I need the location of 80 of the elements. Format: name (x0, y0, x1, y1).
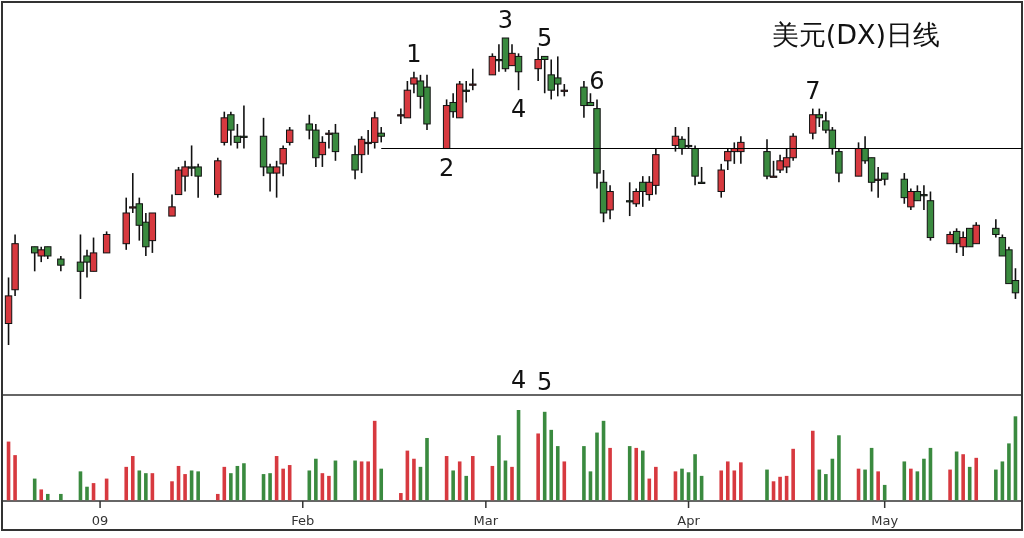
annotation: 7 (805, 76, 821, 105)
bar (863, 469, 867, 501)
bar (268, 473, 272, 501)
candlestick (168, 193, 176, 217)
bar (739, 462, 743, 501)
bar (778, 476, 782, 501)
x-tick-label: Apr (677, 513, 701, 528)
bar (144, 473, 148, 501)
bar (555, 446, 560, 501)
bar (85, 486, 89, 501)
bar (170, 481, 174, 501)
bar (810, 430, 815, 501)
annotation: 5 (537, 367, 553, 396)
bar (510, 466, 514, 501)
bar (183, 474, 187, 501)
bar (536, 433, 540, 501)
bar (425, 437, 429, 501)
x-tick-label: May (871, 513, 899, 528)
bar (353, 460, 357, 501)
bar (876, 471, 880, 501)
bar (45, 493, 50, 501)
candlestick (102, 230, 111, 254)
annotation: 6 (589, 67, 605, 96)
bar (640, 450, 645, 501)
annotation: 5 (537, 24, 553, 53)
x-tick-label: 09 (91, 513, 109, 528)
bar (1007, 443, 1011, 501)
bar (961, 454, 965, 501)
bar (634, 447, 639, 501)
bar (39, 489, 44, 501)
candlestick (835, 147, 843, 184)
bar (725, 461, 730, 501)
candlestick (717, 163, 725, 199)
annotation: 3 (497, 6, 514, 34)
bar (922, 458, 926, 501)
bar (464, 475, 469, 501)
chart-title: 美元(DX)日线 (771, 19, 940, 50)
bar (719, 470, 724, 501)
bar (399, 493, 403, 501)
bar (366, 461, 370, 501)
bar (124, 466, 129, 501)
bar (595, 432, 599, 501)
bar (974, 457, 979, 501)
bar (680, 468, 684, 501)
bar (130, 456, 135, 501)
bar (327, 475, 331, 501)
bar (229, 473, 233, 501)
bar (693, 454, 697, 501)
bar (994, 469, 998, 501)
bar (451, 470, 455, 501)
bar (837, 435, 841, 501)
bar (608, 447, 612, 501)
x-tick-label: Feb (291, 513, 315, 528)
bar (281, 468, 285, 501)
bar (215, 493, 220, 501)
bar (314, 458, 318, 501)
bar (196, 471, 200, 501)
bar (948, 469, 952, 501)
bar (654, 466, 658, 501)
annotation: 4 (510, 366, 527, 394)
candlestick (469, 67, 477, 91)
bar (909, 468, 913, 501)
bar (582, 446, 586, 501)
bar (765, 469, 769, 501)
annotation: 1 (406, 39, 422, 68)
bar (497, 435, 501, 501)
annotation: 2 (438, 153, 455, 182)
bar (242, 463, 246, 501)
annotation: 4 (510, 95, 527, 124)
candlestick (992, 218, 1000, 239)
bar (791, 448, 795, 501)
x-tick-label: Mar (473, 513, 499, 528)
bar (379, 468, 384, 501)
bar (13, 455, 17, 501)
bar (824, 474, 828, 501)
bar (59, 493, 63, 501)
bar (412, 458, 416, 501)
candlestick (285, 126, 294, 147)
bar (470, 456, 475, 501)
bar (549, 429, 554, 501)
